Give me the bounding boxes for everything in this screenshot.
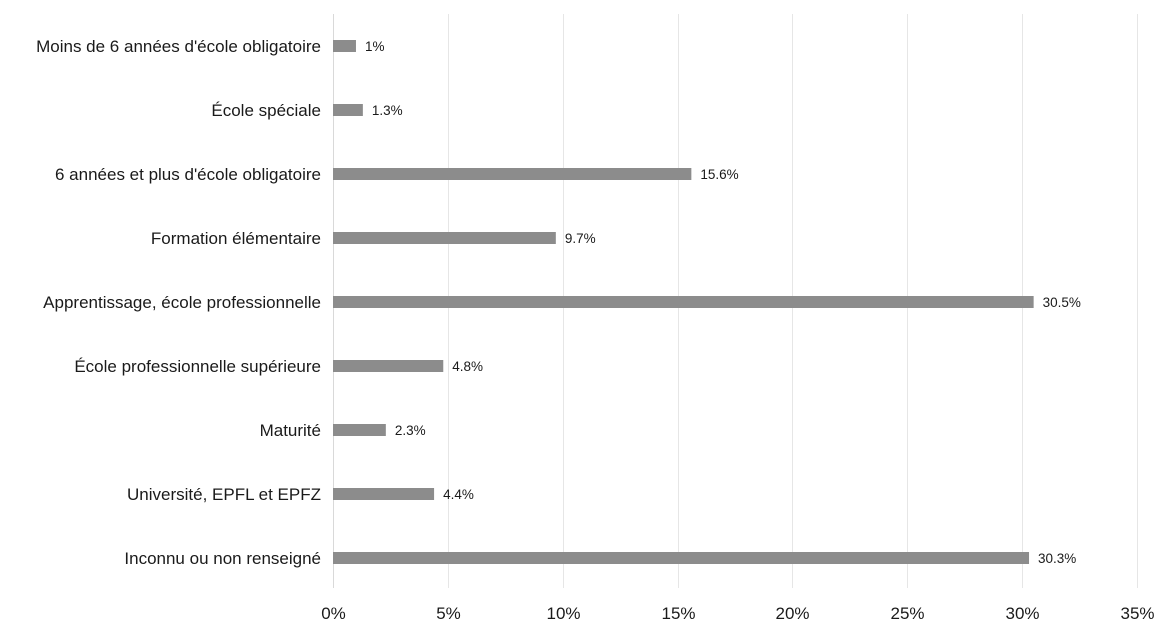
value-labels: 1% 1.3% 15.6% 9.7% 30.5% 4.8% 2.3% 4.4% 30.3% (365, 39, 1081, 566)
value-label: 15.6% (700, 167, 738, 182)
category-label: Université, EPFL et EPFZ (127, 485, 321, 504)
value-label: 2.3% (395, 423, 426, 438)
x-tick-label: 20% (775, 604, 809, 621)
category-label: 6 années et plus d'école obligatoire (55, 165, 321, 184)
category-label: Moins de 6 années d'école obligatoire (36, 37, 321, 56)
x-axis-tick-labels: 0% 5% 10% 15% 20% 25% 30% 35% (321, 604, 1154, 621)
bar (333, 296, 1034, 308)
x-tick-label: 0% (321, 604, 346, 621)
bar (333, 424, 386, 436)
category-label: Apprentissage, école professionnelle (43, 293, 321, 312)
x-tick-label: 10% (546, 604, 580, 621)
bars (333, 40, 1034, 564)
bar (333, 488, 435, 500)
category-label: Inconnu ou non renseigné (124, 549, 321, 568)
x-tick-label: 15% (661, 604, 695, 621)
bar (333, 40, 356, 52)
x-tick-label: 5% (436, 604, 461, 621)
category-label: École professionnelle supérieure (74, 357, 321, 376)
value-label: 1.3% (372, 103, 403, 118)
bar (333, 104, 363, 116)
bar (333, 232, 556, 244)
category-label: Maturité (260, 421, 321, 440)
value-label: 4.8% (452, 359, 483, 374)
x-tick-label: 25% (890, 604, 924, 621)
x-tick-label: 30% (1005, 604, 1039, 621)
value-label: 4.4% (443, 487, 474, 502)
bar (333, 168, 692, 180)
value-label: 30.3% (1038, 551, 1076, 566)
bar (333, 552, 1030, 564)
value-label: 9.7% (565, 231, 596, 246)
bar (333, 360, 444, 372)
value-label: 30.5% (1043, 295, 1081, 310)
value-label: 1% (365, 39, 385, 54)
category-labels: Moins de 6 années d'école obligatoire Éco… (36, 37, 321, 568)
category-label: École spéciale (211, 101, 321, 120)
x-tick-label: 35% (1120, 604, 1154, 621)
category-label: Formation élémentaire (151, 229, 321, 248)
